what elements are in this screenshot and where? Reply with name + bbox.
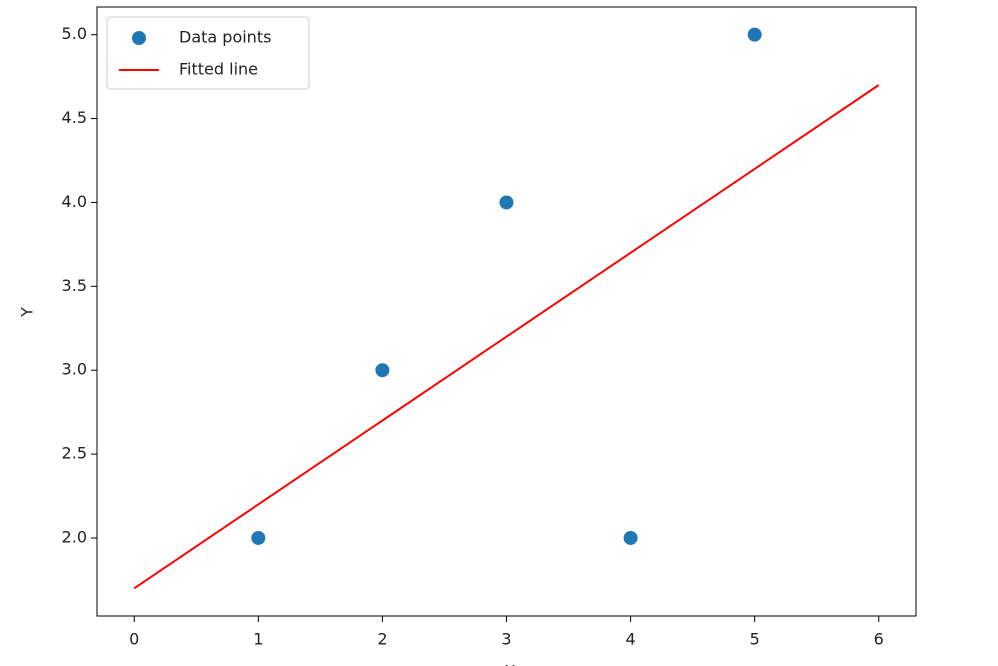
y-tick-label: 4.0	[62, 192, 87, 211]
y-axis-label: Y	[18, 307, 37, 318]
y-tick-label: 2.0	[62, 527, 87, 546]
y-tick-label: 2.5	[62, 444, 87, 463]
data-point	[375, 363, 390, 378]
x-tick-label: 4	[625, 630, 635, 649]
x-tick-label: 1	[253, 630, 263, 649]
legend-marker	[132, 31, 146, 45]
data-point	[747, 27, 762, 42]
data-point	[499, 195, 514, 210]
legend-label: Fitted line	[179, 60, 258, 79]
x-tick-label: 0	[129, 630, 139, 649]
data-point	[251, 530, 266, 545]
x-axis-label: X	[505, 662, 516, 666]
data-point	[623, 530, 638, 545]
y-tick-label: 4.5	[62, 108, 87, 127]
legend-label: Data points	[179, 28, 271, 47]
x-tick-label: 5	[750, 630, 760, 649]
y-tick-label: 5.0	[62, 24, 87, 43]
plot-frame	[96, 6, 917, 617]
x-tick-label: 6	[874, 630, 884, 649]
fitted-line	[133, 84, 880, 590]
x-tick-label: 2	[377, 630, 387, 649]
y-tick-label: 3.0	[62, 360, 87, 379]
x-tick-label: 3	[501, 630, 511, 649]
y-tick-label: 3.5	[62, 276, 87, 295]
